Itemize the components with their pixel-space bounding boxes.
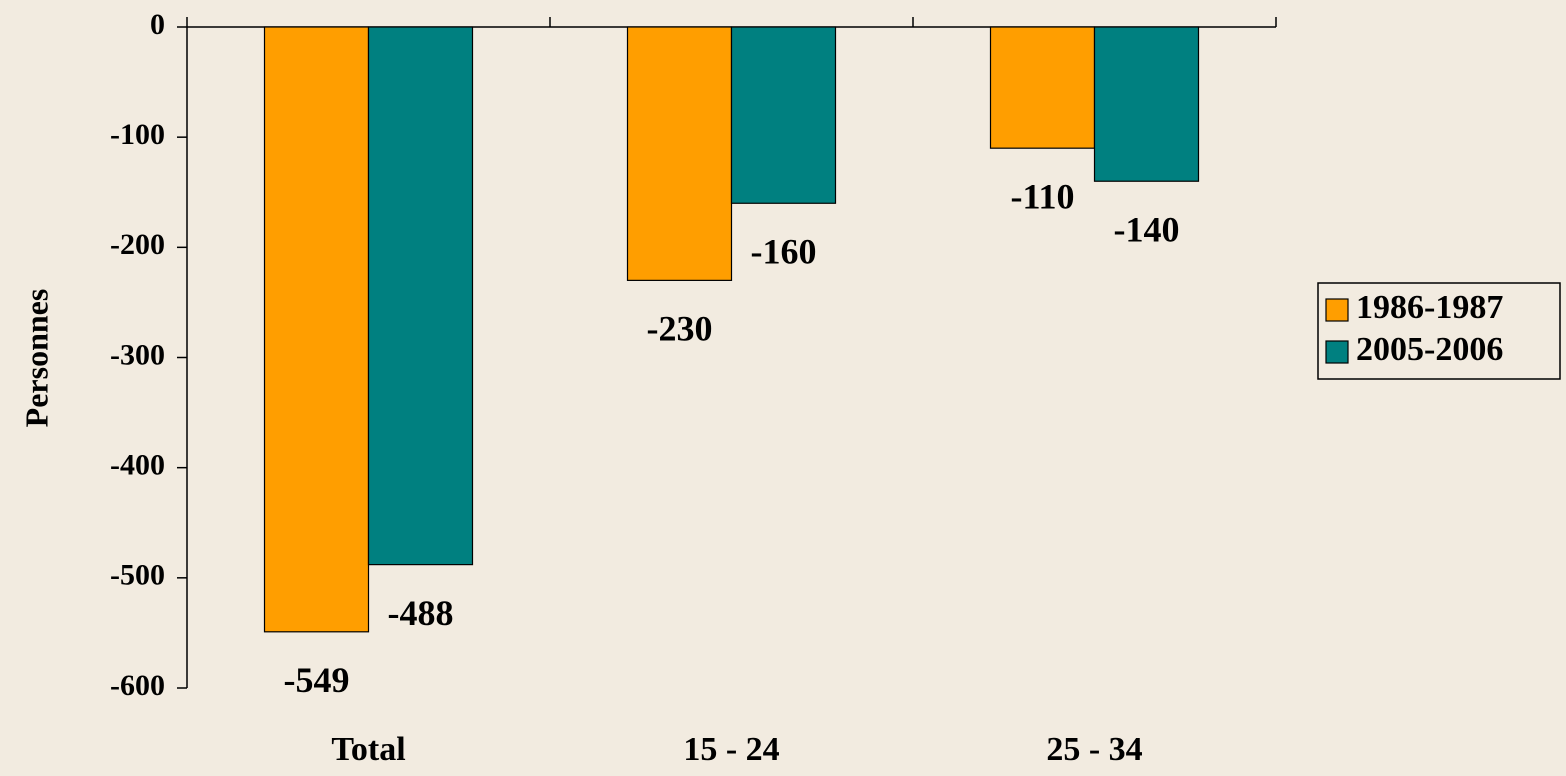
bar — [263, 26, 370, 633]
y-tick-label: -100 — [110, 118, 165, 151]
y-tick-label: -300 — [110, 338, 165, 371]
y-tick-label: -600 — [110, 669, 165, 702]
legend-label: 2005-2006 — [1356, 331, 1503, 368]
y-tick-label: -200 — [110, 228, 165, 261]
data-label: -488 — [388, 593, 454, 633]
y-tick-label: 0 — [150, 8, 165, 41]
data-label: -230 — [647, 309, 713, 349]
bar — [367, 26, 474, 566]
x-tick-label: Total — [331, 731, 405, 768]
bar — [730, 26, 837, 204]
data-label: -140 — [1114, 209, 1180, 249]
bar — [989, 26, 1096, 149]
legend-label: 1986-1987 — [1356, 289, 1503, 326]
data-label: -160 — [751, 232, 817, 272]
legend-swatch — [1325, 298, 1349, 322]
y-axis-label: Personnes — [18, 289, 54, 428]
x-tick-label: 25 - 34 — [1046, 731, 1142, 768]
y-tick-label: -400 — [110, 449, 165, 482]
data-label: -110 — [1010, 176, 1074, 216]
data-label: -549 — [284, 660, 350, 700]
y-tick-label: -500 — [110, 559, 165, 592]
legend-box — [1317, 282, 1561, 380]
bar — [626, 26, 733, 281]
legend-swatch — [1325, 340, 1349, 364]
x-tick-label: 15 - 24 — [683, 731, 779, 768]
bar — [1093, 26, 1200, 182]
